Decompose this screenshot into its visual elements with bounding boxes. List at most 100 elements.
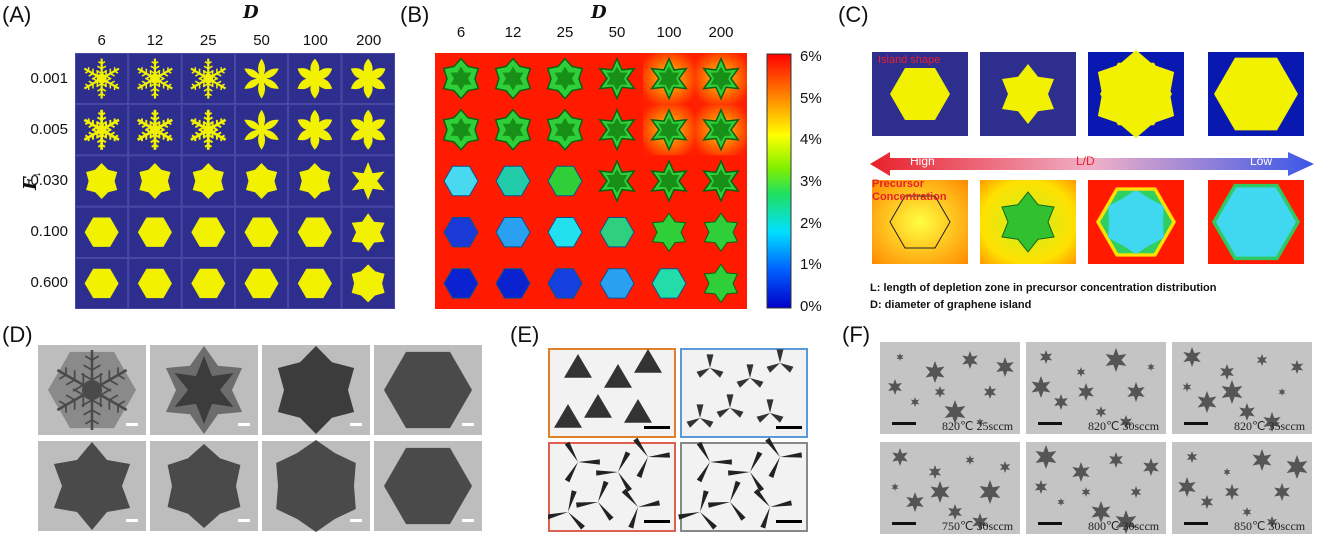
colorbar-tick-label: 0%: [800, 298, 822, 315]
scale-bar: [644, 520, 670, 523]
scale-bar: [1184, 422, 1208, 425]
condition-caption: 750℃ 30sccm: [942, 519, 1014, 533]
precursor-concentration-label: Precursor Concentration: [872, 178, 947, 203]
panel-a-island: [341, 104, 395, 156]
concentration-box: [872, 180, 968, 264]
panel-d-label: (D): [2, 322, 33, 347]
sem-image: [374, 345, 482, 435]
panel-a-col-tick: 50: [253, 32, 270, 49]
colorbar-tick-label: 2%: [800, 214, 822, 232]
sem-image: [374, 441, 482, 531]
scale-bar: [1038, 522, 1062, 525]
scale-bar: [776, 426, 802, 429]
scale-bar: [238, 519, 250, 522]
panel-a-island: [181, 258, 235, 309]
note-depletion-zone: L: length of depletion zone in precursor…: [870, 282, 1217, 294]
island-shape-box: [872, 52, 968, 136]
panel-a-island: [75, 53, 129, 105]
scale-bar: [238, 423, 250, 426]
panel-a-col-tick: 12: [146, 32, 164, 49]
panel-a-col-tick: 25: [199, 32, 217, 49]
panel-a-island: [128, 258, 182, 309]
panel-b-island: [546, 57, 584, 100]
panel-a-row-tick: 0.005: [30, 120, 68, 138]
panel-f-optical-images: [880, 342, 1312, 534]
panel-a-island: [235, 104, 288, 156]
sem-image: [548, 348, 676, 438]
panel-b-col-tick: 25: [556, 24, 574, 41]
condition-caption: 820℃ 30sccm: [1088, 419, 1160, 433]
scale-bar: [1184, 522, 1208, 525]
island-shape-box: [980, 52, 1076, 136]
panel-b-island: [703, 212, 739, 253]
panel-b-col-tick: 100: [656, 24, 682, 41]
panel-b-island: [443, 217, 479, 248]
condition-caption: 820℃ 35sccm: [1234, 419, 1306, 433]
panel-a-col-tick: 6: [97, 32, 106, 49]
panel-b-island: [651, 268, 687, 299]
concentration-box: [980, 180, 1076, 264]
ld-arrow: [870, 152, 1314, 176]
scale-bar: [350, 423, 362, 426]
panel-b-island: [494, 108, 532, 151]
sem-image: [150, 345, 258, 435]
panel-a-row-tick: 0.001: [30, 69, 68, 87]
panel-b-x-title: D: [591, 2, 607, 23]
arrow-ld-label: L/D: [1076, 154, 1095, 168]
panel-a-island: [288, 258, 342, 309]
island-shape-box: [1088, 50, 1184, 138]
panel-a-island: [341, 206, 395, 258]
panel-a-island: [341, 155, 395, 207]
panel-b-label: (B): [400, 2, 430, 27]
panel-b-island: [598, 56, 636, 101]
sem-image: [262, 440, 370, 532]
scale-bar: [1038, 422, 1062, 425]
panel-b-col-tick: 200: [708, 24, 734, 41]
panel-b-island: [599, 217, 635, 248]
arrow-high-label: High: [910, 154, 935, 168]
scale-bar: [892, 522, 916, 525]
condition-caption: 850℃ 30sccm: [1234, 519, 1306, 533]
panel-a-island: [128, 206, 182, 258]
optical-image: [1026, 342, 1166, 434]
colorbar-tick-label: 6%: [800, 48, 822, 65]
panel-b-colorbar: [766, 53, 792, 309]
scale-bar: [462, 423, 474, 426]
panel-c-schematic: [870, 50, 1314, 264]
panel-b-island: [702, 159, 740, 203]
panel-a-row-tick: 0.600: [30, 274, 68, 292]
panel-b-island: [546, 108, 584, 151]
scale-bar: [892, 422, 916, 425]
panel-a-island: [288, 155, 342, 207]
panel-a-island: [235, 258, 288, 309]
panel-a-island: [75, 104, 129, 156]
panel-a-simulation-grid: [75, 53, 395, 309]
scale-bar: [126, 423, 138, 426]
panel-a-island: [181, 206, 235, 258]
island-shape-box: [1208, 52, 1304, 136]
panel-b-island: [651, 212, 687, 253]
panel-b-island: [442, 57, 480, 100]
optical-image: [880, 442, 1020, 534]
optical-image: [1026, 442, 1166, 534]
panel-a-island: [128, 155, 182, 207]
panel-b-concentration-grid: [435, 53, 747, 309]
sem-image: [38, 441, 146, 531]
panel-a-island: [181, 104, 235, 156]
panel-a-island: [235, 155, 288, 207]
arrow-low-label: Low: [1250, 154, 1273, 168]
colorbar-tick-label: 1%: [800, 256, 822, 274]
scale-bar: [126, 519, 138, 522]
panel-a-island: [288, 206, 342, 258]
panel-b-island: [547, 268, 583, 299]
panel-b-island: [703, 263, 739, 304]
panel-b-island: [599, 268, 635, 299]
scale-bar: [350, 519, 362, 522]
optical-image: [880, 342, 1020, 434]
colorbar-tick-label: 4%: [800, 131, 822, 149]
panel-b-island: [494, 57, 532, 100]
panel-b-col-tick: 50: [608, 24, 626, 41]
scale-bar: [776, 520, 802, 523]
sem-image: [678, 437, 808, 532]
optical-image: [1172, 342, 1312, 434]
